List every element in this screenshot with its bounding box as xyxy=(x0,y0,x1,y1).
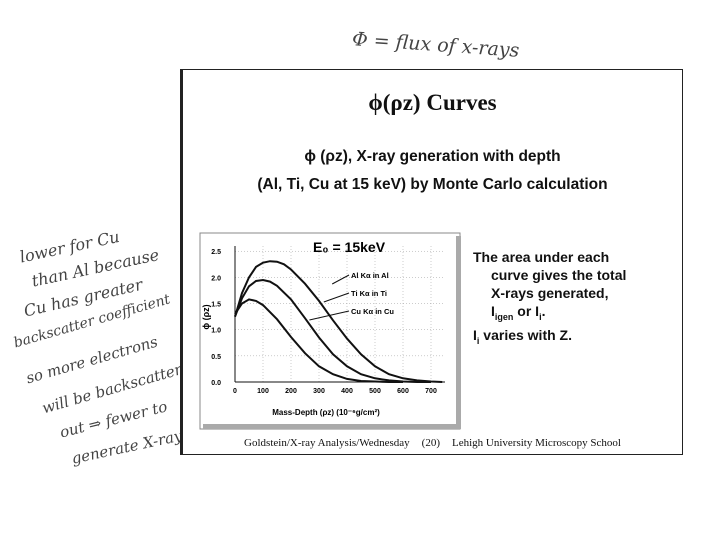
legend-entry: Ti Kα in Ti xyxy=(351,289,387,298)
slide-subtitle-line2: (Al, Ti, Cu at 15 keV) by Monte Carlo ca… xyxy=(257,176,608,193)
x-tick-label: 300 xyxy=(313,388,325,395)
chart-y-axis-label: ϕ (ρz) xyxy=(201,304,211,329)
series-line xyxy=(234,278,431,383)
y-tick-label: 2.5 xyxy=(211,249,221,256)
handwritten-side-notes: lower for Cu than Al because Cu has greate… xyxy=(8,227,208,498)
chart-title: E₀ = 15keV xyxy=(313,239,386,255)
x-tick-label: 400 xyxy=(341,388,353,395)
slide-panel: ϕ(ρz) Curves ϕ (ρz), X-ray generation wi… xyxy=(180,69,683,455)
chart-series xyxy=(234,260,443,383)
x-tick-label: 500 xyxy=(369,388,381,395)
slide-title: ϕ(ρz) Curves xyxy=(368,90,497,115)
footer-left: Goldstein/X-ray Analysis/Wednesday xyxy=(244,437,410,449)
y-tick-label: 2.0 xyxy=(211,275,221,282)
legend-leader xyxy=(331,274,350,285)
chart-shadow xyxy=(203,424,461,429)
x-tick-label: 700 xyxy=(425,388,437,395)
x-tick-label: 100 xyxy=(257,388,269,395)
y-tick-label: 1.5 xyxy=(211,302,221,309)
slide-notes: The area under each curve gives the tota… xyxy=(473,248,626,350)
note-line-1: The area under each xyxy=(473,249,610,265)
series-line xyxy=(234,260,443,383)
legend-leader xyxy=(309,310,350,321)
series-line xyxy=(234,298,403,383)
note-line-3: X-rays generated, xyxy=(491,285,609,301)
y-tick-label: 1.0 xyxy=(211,328,221,335)
phi-rho-z-chart: 0 100 200 300 400 500 600 700 0.0 0.5 1.0 1.5 2.0 2.5… xyxy=(199,232,461,430)
chart-border xyxy=(199,232,461,430)
x-tick-label: 200 xyxy=(285,388,297,395)
handwritten-flux-note: Φ = flux of x-rays xyxy=(351,28,521,62)
x-tick-label: 600 xyxy=(397,388,409,395)
chart-legend: Al Kα in Al Ti Kα in Ti Cu Kα in Cu xyxy=(309,271,394,321)
legend-entry: Al Kα in Al xyxy=(351,271,389,280)
y-tick-label: 0.5 xyxy=(211,354,221,361)
x-tick-label: 0 xyxy=(233,388,237,395)
slide-subtitle-line1: ϕ (ρz), X-ray generation with depth xyxy=(304,148,561,165)
legend-entry: Cu Kα in Cu xyxy=(351,307,394,316)
legend-leader xyxy=(323,292,350,303)
footer-right: Lehigh University Microscopy School xyxy=(452,437,621,449)
note-line-4: Iigen or Ii. xyxy=(491,303,546,322)
y-tick-label: 0.0 xyxy=(211,380,221,387)
slide-footer: Goldstein/X-ray Analysis/Wednesday (20) Le… xyxy=(183,437,682,449)
chart-shadow-side xyxy=(456,236,461,429)
note-line-5: Ii varies with Z. xyxy=(473,326,572,346)
footer-page: (20) xyxy=(421,437,440,449)
chart-x-axis-label: Mass-Depth (ρz) (10⁻⁶g/cm²) xyxy=(272,408,380,417)
chart-tick-labels: 0 100 200 300 400 500 600 700 0.0 0.5 1.0 1.5 2.0 2.5 xyxy=(211,249,437,395)
note-line-2: curve gives the total xyxy=(491,267,627,283)
